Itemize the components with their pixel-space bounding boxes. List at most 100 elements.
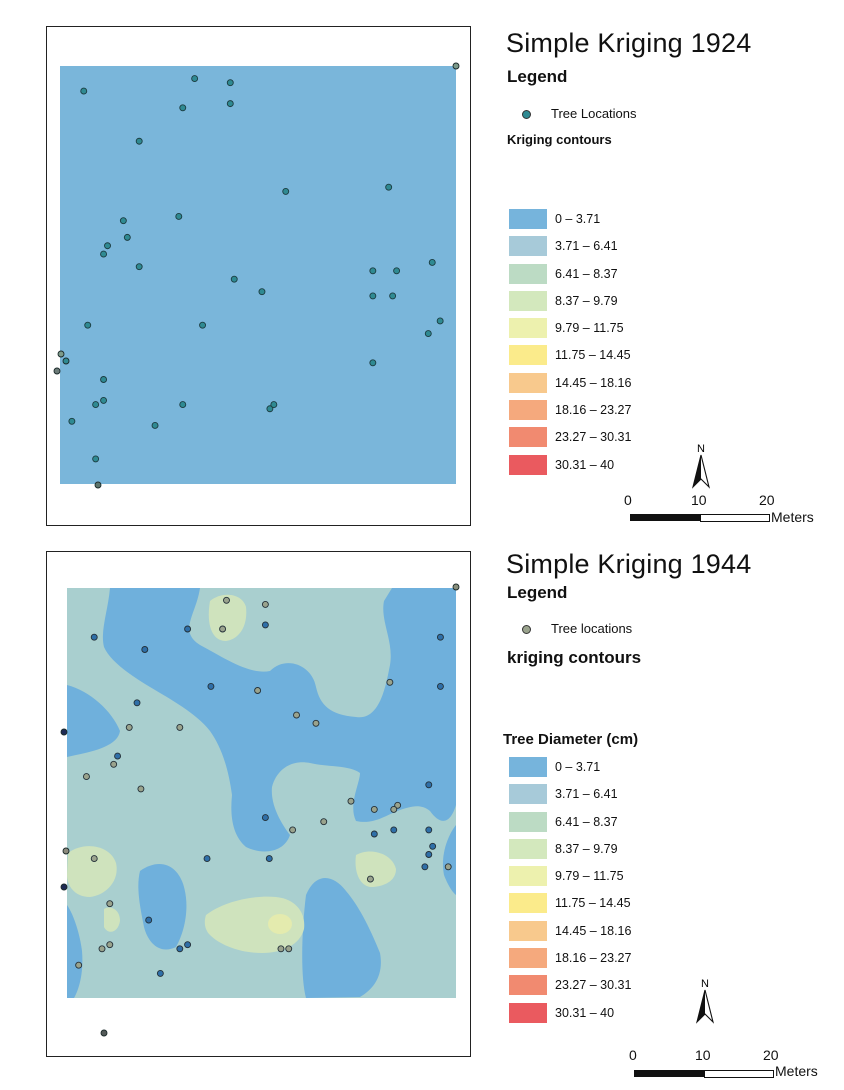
- tree-location-point: [425, 851, 433, 858]
- tree-location-point: [424, 330, 432, 337]
- tree-location-point: [90, 855, 98, 863]
- tree-location-point: [270, 401, 278, 409]
- legend-class-swatch: [509, 290, 547, 311]
- tree-location-point: [369, 267, 377, 275]
- tree-location-point: [289, 826, 297, 834]
- tree-location-point: [203, 855, 211, 863]
- legend-class-label: 11.75 – 14.45: [555, 348, 631, 363]
- legend-class-swatch: [509, 263, 547, 284]
- legend-class-swatch: [509, 1002, 547, 1023]
- tree-location-point: [261, 814, 269, 822]
- legend-tree-locations-1944: Tree locations: [522, 621, 632, 636]
- legend-class-label: 14.45 – 18.16: [555, 375, 632, 390]
- legend-class-label: 14.45 – 18.16: [555, 923, 632, 938]
- tree-location-point: [293, 711, 300, 719]
- north-label: N: [697, 443, 705, 455]
- tree-location-point: [176, 723, 184, 731]
- tree-location-point: [370, 830, 378, 838]
- tree-location-point: [184, 625, 192, 633]
- legend-class-swatch: [509, 866, 547, 887]
- legend-class-swatch: [509, 975, 547, 996]
- tree-location-point: [226, 79, 234, 87]
- legend-class-label: 23.27 – 30.31: [555, 978, 632, 993]
- legend-class-label: 30.31 – 40: [555, 457, 615, 472]
- tree-location-symbol-icon: [522, 625, 531, 635]
- legend-class-label: 0 – 3.71: [555, 760, 601, 774]
- tree-location-point: [385, 183, 393, 191]
- tree-location-point: [151, 422, 159, 429]
- map-panel-1924: Simple Kriging 1924 Legend Tree Location…: [0, 0, 844, 535]
- tree-location-point: [98, 945, 106, 953]
- tree-location-point: [261, 621, 269, 629]
- legend-contours-label-1944: kriging contours: [507, 648, 642, 667]
- tree-location-point: [114, 752, 122, 760]
- legend-points-label: Tree Locations: [551, 106, 637, 121]
- tree-location-point: [119, 217, 127, 225]
- contour-zone-low: [138, 864, 187, 950]
- scale-segment-dark: [630, 514, 700, 521]
- contour-zone-low: [67, 685, 120, 757]
- north-arrow-icon: N: [695, 978, 715, 1024]
- legend-class-swatch: [509, 920, 547, 941]
- scale-tick-0: 0: [624, 492, 632, 508]
- contour-zone-high: [104, 907, 120, 932]
- tree-location-point: [258, 288, 266, 296]
- tree-location-point: [199, 321, 207, 329]
- scale-segment-dark: [634, 1070, 704, 1077]
- tree-location-point: [421, 863, 429, 871]
- contour-zone-low: [67, 905, 83, 998]
- tree-location-point: [425, 781, 433, 789]
- tree-location-point: [429, 842, 437, 850]
- legend-class-swatch: [509, 838, 547, 859]
- tree-location-point: [320, 818, 328, 826]
- legend-class-label: 3.71 – 6.41: [555, 239, 618, 254]
- tree-location-point: [141, 646, 149, 653]
- kriging-surface: [60, 66, 456, 484]
- tree-location-point: [389, 292, 397, 300]
- tree-location-point: [75, 961, 83, 969]
- tree-location-point: [106, 900, 114, 908]
- legend-heading-1944: Legend: [507, 583, 568, 602]
- contour-zone-low: [302, 878, 381, 998]
- legend-class-label: 9.79 – 11.75: [555, 869, 624, 884]
- north-label: N: [701, 978, 709, 990]
- tree-location-point: [84, 321, 92, 329]
- scale-segment-light: [704, 1070, 774, 1078]
- tree-location-point: [282, 187, 290, 195]
- legend-class-label: 3.71 – 6.41: [555, 787, 618, 802]
- legend-class-swatch: [509, 400, 547, 421]
- tree-location-point: [390, 805, 398, 813]
- scale-bar-1944: [634, 1070, 774, 1078]
- tree-location-point: [125, 723, 133, 731]
- tree-location-point: [285, 945, 293, 953]
- tree-location-point: [133, 699, 141, 707]
- contour-zone-high: [208, 594, 247, 641]
- tree-location-point: [312, 719, 320, 727]
- tree-location-point: [254, 687, 262, 694]
- tree-location-point: [57, 350, 65, 358]
- tree-location-point: [191, 75, 199, 82]
- tree-location-point: [145, 916, 153, 924]
- contour-zone-peak: [268, 914, 292, 934]
- tree-location-point: [60, 728, 68, 736]
- legend-class-swatch: [509, 757, 547, 777]
- contour-zone-low: [442, 825, 456, 895]
- tree-location-point: [265, 855, 273, 863]
- tree-location-point: [428, 259, 436, 266]
- tree-location-point: [207, 682, 215, 690]
- legend-class-label: 11.75 – 14.45: [555, 896, 631, 911]
- scale-tick-20: 20: [763, 1047, 779, 1063]
- tree-location-point: [175, 213, 183, 220]
- kriging-surface: [67, 588, 456, 998]
- tree-location-point: [90, 633, 98, 641]
- contour-zone-high: [204, 896, 305, 953]
- tree-location-point: [277, 945, 285, 953]
- legend-class-label: 18.16 – 23.27: [555, 403, 632, 418]
- tree-location-point: [92, 401, 100, 409]
- tree-location-point: [156, 969, 164, 977]
- legend-class-label: 0 – 3.71: [555, 212, 601, 226]
- legend-points-label: Tree locations: [551, 621, 633, 636]
- tree-location-point: [226, 100, 234, 108]
- scale-tick-10: 10: [691, 492, 707, 508]
- tree-location-point: [452, 62, 460, 70]
